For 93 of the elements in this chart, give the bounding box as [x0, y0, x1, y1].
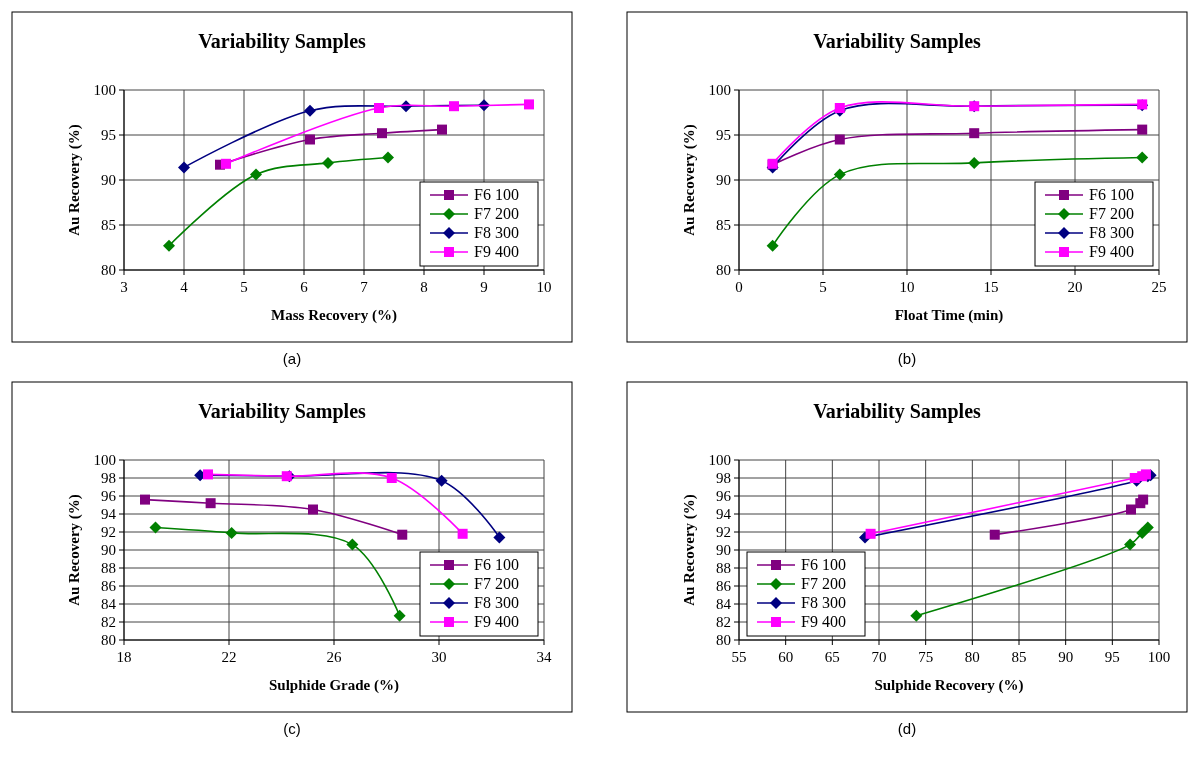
text: (c) [283, 720, 301, 737]
text: (d) [897, 720, 917, 737]
x-tick-label: 10 [536, 279, 552, 295]
y-tick-label: 80 [716, 262, 731, 278]
y-tick-label: 92 [716, 524, 731, 540]
y-tick-label: 90 [716, 542, 731, 558]
y-tick-label: 94 [101, 506, 117, 522]
x-tick-label: 60 [778, 649, 794, 665]
x-tick-label: 18 [116, 649, 132, 665]
chart-title: Variability Samples [813, 30, 982, 53]
x-tick-label: 7 [360, 279, 369, 295]
y-tick-label: 80 [101, 262, 116, 278]
legend-label: F9 400 [1089, 243, 1134, 260]
legend-label: F6 100 [1089, 186, 1134, 203]
chart-title: Variability Samples [198, 30, 367, 53]
y-tick-label: 86 [716, 578, 732, 594]
x-tick-label: 8 [420, 279, 428, 295]
x-tick-label: 0 [735, 279, 743, 295]
y-tick-label: 90 [101, 542, 116, 558]
x-tick-label: 85 [1011, 649, 1027, 665]
legend-label: F6 100 [801, 556, 846, 573]
x-axis-title: Mass Recovery (%) [271, 307, 397, 324]
y-tick-label: 85 [716, 217, 731, 233]
legend-label: F6 100 [474, 186, 519, 203]
y-tick-label: 84 [716, 596, 732, 612]
x-tick-label: 20 [1067, 279, 1083, 295]
y-tick-label: 95 [101, 127, 116, 143]
x-tick-label: 4 [180, 279, 189, 295]
legend-label: F8 300 [474, 594, 519, 611]
text: (b) [897, 350, 917, 367]
text: (a) [282, 350, 302, 367]
x-tick-label: 65 [824, 649, 840, 665]
y-tick-label: 100 [708, 82, 731, 98]
legend-label: F9 400 [474, 613, 519, 630]
x-tick-label: 75 [918, 649, 934, 665]
y-tick-label: 98 [101, 470, 116, 486]
y-tick-label: 80 [716, 632, 731, 648]
x-tick-label: 30 [431, 649, 447, 665]
y-tick-label: 96 [101, 488, 117, 504]
legend-label: F8 300 [1089, 224, 1134, 241]
y-tick-label: 86 [101, 578, 117, 594]
legend-label: F7 200 [1089, 205, 1134, 222]
y-tick-label: 96 [716, 488, 732, 504]
legend-label: F7 200 [474, 575, 519, 592]
x-axis-title: Sulphide Grade (%) [268, 677, 400, 694]
x-tick-label: 5 [240, 279, 248, 295]
x-tick-label: 90 [1058, 649, 1074, 665]
x-tick-label: 55 [731, 649, 747, 665]
y-tick-label: 80 [101, 632, 116, 648]
x-tick-label: 10 [899, 279, 915, 295]
y-tick-label: 82 [101, 614, 116, 630]
y-axis-title: Au Recovery (%) [66, 494, 83, 606]
legend-label: F9 400 [474, 243, 519, 260]
legend-label: F6 100 [474, 556, 519, 573]
y-axis-title: Au Recovery (%) [681, 124, 698, 236]
x-tick-label: 9 [480, 279, 488, 295]
y-tick-label: 94 [716, 506, 732, 522]
y-tick-label: 82 [716, 614, 731, 630]
y-tick-label: 100 [708, 452, 731, 468]
legend-label: F8 300 [474, 224, 519, 241]
legend-label: F8 300 [801, 594, 846, 611]
x-tick-label: 22 [221, 649, 237, 665]
y-tick-label: 85 [101, 217, 116, 233]
x-tick-label: 5 [819, 279, 827, 295]
legend-label: F9 400 [801, 613, 846, 630]
y-tick-label: 95 [716, 127, 731, 143]
y-tick-label: 100 [93, 452, 116, 468]
y-axis-title: Au Recovery (%) [66, 124, 83, 236]
legend-label: F7 200 [801, 575, 846, 592]
x-tick-label: 34 [536, 649, 552, 665]
x-tick-label: 70 [871, 649, 887, 665]
chart-title: Variability Samples [813, 400, 982, 423]
x-axis-title: Float Time (min) [894, 307, 1004, 324]
x-tick-label: 80 [964, 649, 980, 665]
x-tick-label: 15 [983, 279, 999, 295]
x-tick-label: 26 [326, 649, 342, 665]
y-axis-title: Au Recovery (%) [681, 494, 698, 606]
x-tick-label: 95 [1104, 649, 1120, 665]
x-tick-label: 3 [120, 279, 128, 295]
y-tick-label: 90 [716, 172, 731, 188]
y-tick-label: 92 [101, 524, 116, 540]
y-tick-label: 100 [93, 82, 116, 98]
y-tick-label: 98 [716, 470, 731, 486]
chart-title: Variability Samples [198, 400, 367, 423]
y-tick-label: 90 [101, 172, 116, 188]
y-tick-label: 84 [101, 596, 117, 612]
y-tick-label: 88 [101, 560, 116, 576]
x-tick-label: 25 [1151, 279, 1167, 295]
x-tick-label: 6 [300, 279, 309, 295]
x-axis-title: Sulphide Recovery (%) [874, 677, 1024, 694]
y-tick-label: 88 [716, 560, 731, 576]
legend-label: F7 200 [474, 205, 519, 222]
x-tick-label: 100 [1147, 649, 1171, 665]
